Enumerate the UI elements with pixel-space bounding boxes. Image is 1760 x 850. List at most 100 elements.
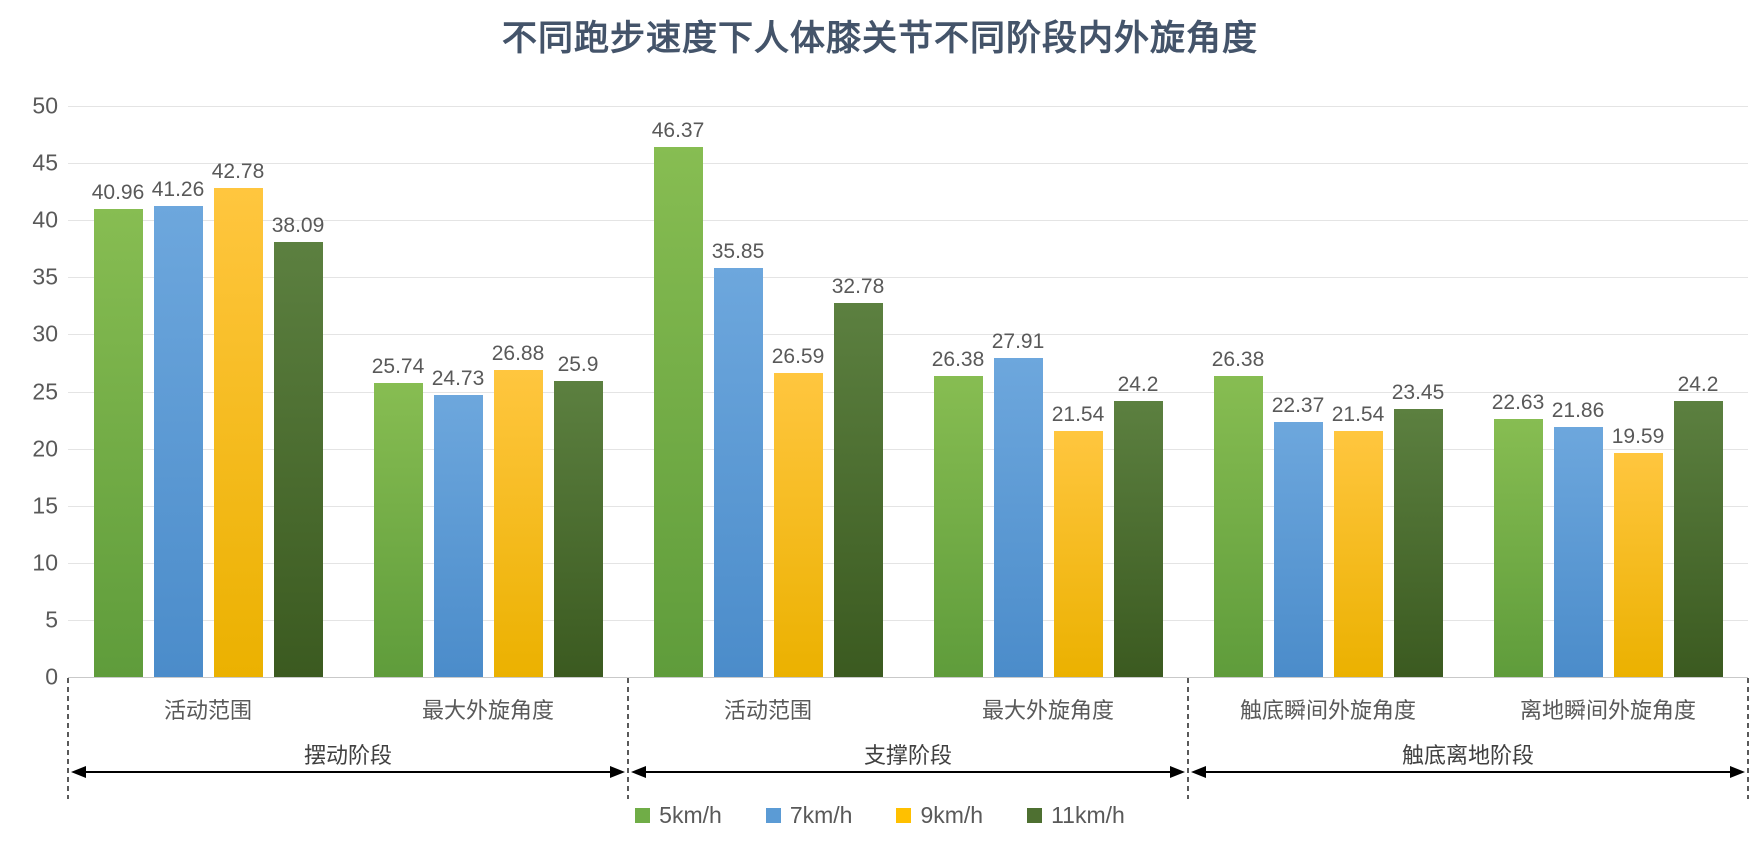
bar-value-label: 46.37	[651, 119, 705, 143]
phase-arrowhead	[1730, 766, 1745, 778]
bar	[933, 375, 983, 677]
bar	[493, 370, 543, 677]
bar	[1613, 453, 1663, 677]
gridline	[68, 391, 1748, 393]
phase-arrowhead	[631, 766, 646, 778]
bar-value-label: 22.37	[1271, 393, 1325, 417]
legend-label: 9km/h	[920, 802, 984, 828]
bar	[1673, 400, 1723, 677]
legend-item: 5km/h	[635, 802, 722, 829]
bar	[1213, 375, 1263, 677]
phase-label: 触底离地阶段	[1401, 743, 1535, 768]
y-axis-label: 40	[32, 206, 58, 233]
bar-value-label: 21.54	[1051, 403, 1105, 426]
bar-value-label: 42.78	[211, 160, 265, 184]
phase-arrowhead	[610, 766, 625, 778]
bar-value-label: 19.59	[1611, 425, 1665, 449]
legend-label: 11km/h	[1051, 802, 1125, 828]
legend-item: 7km/h	[765, 802, 853, 829]
bar-value-label: 25.74	[371, 355, 425, 379]
y-axis-label: 10	[32, 549, 58, 576]
gridline	[68, 619, 1748, 621]
bar	[553, 381, 603, 677]
bar	[1493, 418, 1543, 677]
bar	[1053, 431, 1103, 677]
bar	[713, 267, 763, 677]
bar-value-label: 24.73	[431, 366, 485, 390]
y-axis-label: 30	[32, 320, 58, 347]
phase-label: 支撑阶段	[863, 743, 953, 768]
bar-value-label: 21.54	[1331, 403, 1385, 426]
bar-value-label: 26.88	[491, 342, 545, 366]
legend-swatch-icon	[896, 808, 912, 823]
bar-value-label: 26.38	[931, 347, 985, 371]
gridline	[68, 220, 1748, 222]
phase-arrowhead	[71, 766, 86, 778]
bar	[153, 205, 203, 677]
y-axis-label: 50	[32, 92, 58, 119]
bar	[1553, 427, 1603, 677]
y-axis-label: 35	[32, 263, 58, 290]
bar-value-label: 32.78	[831, 274, 885, 298]
gridline	[68, 505, 1748, 507]
legend-label: 5km/h	[659, 802, 722, 828]
legend-swatch-icon	[1027, 808, 1043, 823]
bar	[773, 373, 823, 677]
bar	[993, 358, 1043, 677]
gridline	[68, 334, 1748, 336]
legend-item: 11km/h	[1027, 802, 1125, 829]
legend-item: 9km/h	[896, 802, 983, 829]
category-label: 活动范围	[163, 698, 252, 723]
y-axis-label: 0	[45, 663, 58, 690]
bar	[1393, 409, 1443, 677]
bar-value-label: 25.9	[557, 353, 599, 377]
gridline	[68, 677, 1748, 678]
y-axis-label: 20	[32, 435, 58, 462]
bar-value-label: 41.26	[151, 177, 205, 201]
bar	[833, 302, 883, 677]
bar	[93, 209, 143, 677]
bar	[1113, 400, 1163, 677]
bar-value-label: 24.2	[1677, 372, 1719, 396]
phase-arrowhead	[1191, 766, 1206, 778]
chart-title: 不同跑步速度下人体膝关节不同阶段内外旋角度	[501, 19, 1258, 58]
bar-value-label: 38.09	[271, 214, 325, 237]
bar	[273, 242, 323, 677]
bar-value-label: 24.2	[1117, 372, 1159, 396]
bar-value-label: 40.96	[91, 181, 145, 205]
category-label: 活动范围	[723, 698, 812, 723]
bar-value-label: 27.91	[991, 330, 1045, 354]
bar-value-label: 35.85	[711, 239, 765, 263]
legend-swatch-icon	[635, 808, 651, 823]
bar	[433, 394, 483, 677]
gridline	[68, 277, 1748, 279]
category-label: 离地瞬间外旋角度	[1519, 698, 1696, 723]
bar	[653, 147, 703, 677]
legend: 5km/h 7km/h 9km/h 11km/h	[0, 802, 1760, 829]
y-axis-label: 45	[32, 149, 58, 176]
legend-swatch-icon	[765, 808, 781, 823]
bar-value-label: 22.63	[1491, 390, 1545, 414]
gridline	[68, 448, 1748, 450]
bar-value-label: 23.45	[1391, 381, 1445, 405]
legend-label: 7km/h	[789, 802, 853, 828]
bar-value-label: 26.59	[771, 345, 825, 369]
gridline	[68, 106, 1748, 107]
y-axis-label: 15	[32, 492, 58, 519]
y-axis-label: 5	[45, 606, 58, 633]
category-label: 触底瞬间外旋角度	[1239, 698, 1416, 723]
category-label: 最大外旋角度	[421, 698, 554, 723]
gridline	[68, 562, 1748, 564]
y-axis-label: 25	[32, 378, 58, 404]
bar	[213, 188, 263, 677]
phase-annotation-layer	[67, 678, 1749, 799]
phase-arrowhead	[1170, 766, 1185, 778]
bar	[1333, 431, 1383, 677]
gridline	[68, 163, 1748, 165]
bar	[1273, 421, 1323, 677]
category-label: 最大外旋角度	[981, 698, 1114, 723]
bar	[373, 383, 423, 677]
bar-value-label: 21.86	[1551, 399, 1605, 423]
bar-value-label: 26.38	[1211, 347, 1265, 371]
